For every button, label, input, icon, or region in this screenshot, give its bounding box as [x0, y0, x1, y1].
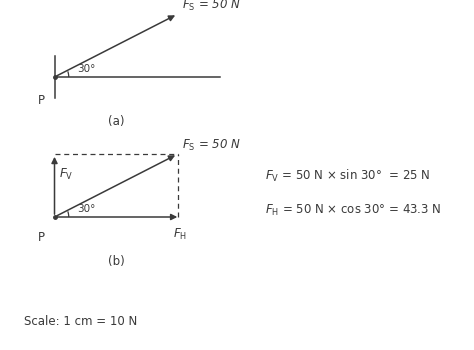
Text: (b): (b): [108, 256, 125, 268]
Text: $F_\mathrm{S}$ = 50 N: $F_\mathrm{S}$ = 50 N: [182, 0, 241, 13]
Text: 30°: 30°: [77, 204, 96, 214]
Text: Scale: 1 cm = 10 N: Scale: 1 cm = 10 N: [24, 315, 137, 328]
Text: $F_\mathrm{S}$ = 50 N: $F_\mathrm{S}$ = 50 N: [182, 138, 241, 153]
Text: $F_\mathrm{V}$ = 50 N × sin 30°  = 25 N: $F_\mathrm{V}$ = 50 N × sin 30° = 25 N: [265, 168, 431, 184]
Text: (a): (a): [108, 116, 124, 128]
Text: $F_\mathrm{H}$: $F_\mathrm{H}$: [173, 227, 187, 242]
Text: $F_\mathrm{H}$ = 50 N × cos 30° = 43.3 N: $F_\mathrm{H}$ = 50 N × cos 30° = 43.3 N: [265, 203, 442, 218]
Text: P: P: [38, 231, 45, 244]
Text: $F_\mathrm{V}$: $F_\mathrm{V}$: [59, 167, 73, 182]
Text: P: P: [38, 94, 45, 107]
Text: 30°: 30°: [77, 64, 96, 74]
